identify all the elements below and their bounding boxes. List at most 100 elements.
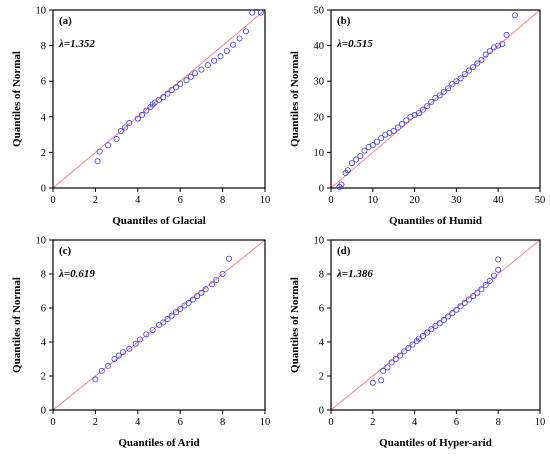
data-point [149, 327, 156, 334]
data-point [208, 281, 215, 288]
y-tick-label: 2 [41, 148, 46, 159]
y-tick-label: 30 [314, 77, 325, 88]
x-tick-label: 8 [220, 417, 225, 428]
y-tick-label: 4 [41, 338, 47, 349]
data-point [361, 147, 368, 154]
data-point [168, 312, 175, 319]
data-point [482, 282, 489, 289]
panel-label: (a) [59, 15, 72, 27]
data-point [499, 40, 506, 47]
data-point [495, 266, 502, 273]
data-point [461, 299, 468, 306]
data-point [436, 320, 443, 327]
y-tick-label: 2 [41, 372, 46, 383]
data-point [189, 296, 196, 303]
data-point [242, 28, 249, 35]
data-point [486, 47, 493, 54]
lambda-annotation: λ=1.386 [336, 268, 373, 280]
data-point [399, 120, 406, 127]
data-point [249, 9, 256, 16]
data-point [160, 94, 167, 101]
data-point [428, 98, 435, 105]
panel-label: (d) [337, 245, 351, 257]
data-point [122, 124, 129, 131]
y-tick-label: 6 [41, 304, 46, 315]
data-point [139, 112, 146, 119]
y-tick-label: 40 [314, 41, 325, 52]
data-point [151, 99, 158, 106]
data-point [160, 319, 167, 326]
y-tick-label: 10 [36, 236, 47, 247]
x-tick-label: 8 [496, 417, 501, 428]
data-point [132, 340, 139, 347]
y-tick-label: 50 [314, 6, 325, 17]
data-point [465, 67, 472, 74]
x-tick-label: 0 [50, 417, 55, 428]
x-tick-label: 10 [535, 417, 546, 428]
x-tick-label: 4 [135, 417, 141, 428]
data-point [409, 341, 416, 348]
data-point [357, 152, 364, 159]
data-point [155, 96, 162, 103]
x-tick-label: 50 [535, 195, 546, 206]
data-point [457, 303, 464, 310]
y-tick-label: 0 [319, 406, 324, 417]
plot-frame [52, 239, 266, 411]
y-axis-title: Quantiles of Normal [289, 277, 301, 373]
data-point [172, 309, 179, 316]
data-point [198, 289, 205, 296]
data-point [369, 142, 376, 149]
data-point [445, 313, 452, 320]
plot-frame [330, 239, 541, 411]
data-point [134, 115, 141, 122]
x-tick-label: 6 [178, 195, 183, 206]
data-point [213, 276, 220, 283]
x-axis-title: Quantiles of Glacial [112, 215, 206, 227]
data-point [136, 336, 143, 343]
x-tick-label: 40 [493, 195, 504, 206]
y-tick-label: 4 [41, 112, 47, 123]
data-point [119, 349, 126, 356]
data-point [445, 85, 452, 92]
y-tick-label: 0 [41, 184, 46, 195]
y-axis-title: Quantiles of Normal [11, 51, 23, 147]
data-point [217, 53, 224, 60]
data-point [177, 305, 184, 312]
x-tick-label: 2 [370, 417, 375, 428]
data-point [470, 63, 477, 70]
y-tick-label: 2 [319, 372, 324, 383]
data-point [187, 73, 194, 80]
data-point [453, 306, 460, 313]
y-tick-label: 20 [314, 112, 325, 123]
y-tick-label: 6 [41, 77, 46, 88]
data-point [449, 310, 456, 317]
x-tick-label: 2 [93, 195, 98, 206]
data-point [482, 51, 489, 58]
data-point [403, 117, 410, 124]
data-point [96, 148, 103, 155]
data-point [478, 286, 485, 293]
data-point [143, 107, 150, 114]
data-point [384, 364, 391, 371]
lambda-annotation: λ=0.515 [336, 38, 373, 50]
data-point [470, 293, 477, 300]
data-point [478, 56, 485, 63]
x-tick-label: 10 [368, 195, 379, 206]
data-point [428, 326, 435, 333]
x-tick-label: 8 [220, 195, 225, 206]
y-axis-title: Quantiles of Normal [11, 277, 23, 373]
x-tick-label: 2 [93, 417, 98, 428]
y-tick-label: 10 [314, 236, 325, 247]
data-point [172, 84, 179, 91]
y-tick-label: 0 [319, 184, 324, 195]
data-point [111, 355, 118, 362]
data-point [378, 377, 385, 384]
data-point [436, 92, 443, 99]
panel-a: 0 2 4 6 8 10 0 2 4 6 8 10 (a) λ=1.352 Quantiles of Gla… [11, 6, 270, 228]
data-point [453, 78, 460, 85]
x-tick-label: 6 [454, 417, 459, 428]
data-point [461, 71, 468, 78]
data-point [219, 270, 226, 277]
data-point [440, 316, 447, 323]
plot-frame [52, 9, 266, 189]
